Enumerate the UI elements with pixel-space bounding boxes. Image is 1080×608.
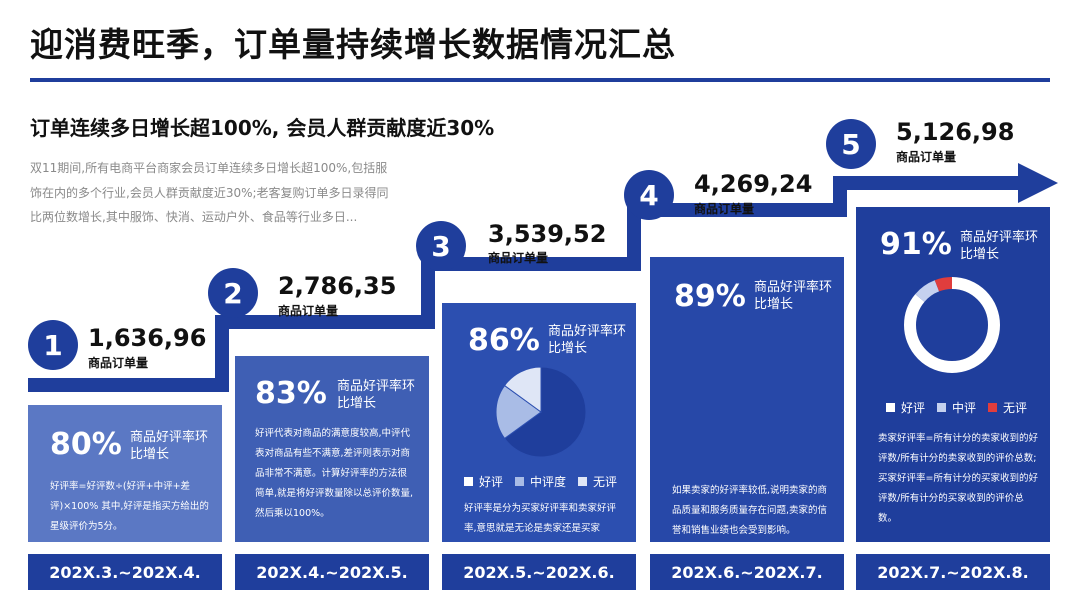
title-underline xyxy=(30,78,1050,82)
staircase-line xyxy=(28,176,1030,392)
intro-paragraph: 双11期间,所有电商平台商家会员订单连续多日增长超100%,包括服饰在内的多个行… xyxy=(30,161,389,224)
legend-swatch-none xyxy=(578,477,588,486)
step-3-panel: 86% 商品好评率环比增长 好评 中评度 无评 好评率是分为买家好评率和卖家好评… xyxy=(442,303,636,542)
step-4-rate-label: 商品好评率环比增长 xyxy=(754,280,833,312)
step-2-badge: 2 xyxy=(208,268,258,318)
legend-swatch-none xyxy=(988,403,998,412)
step-2-orders-label: 商品订单量 xyxy=(278,304,339,318)
page-title: 迎消费旺季，订单量持续增长数据情况汇总 xyxy=(30,25,676,64)
step-3-rate-label: 商品好评率环比增长 xyxy=(548,324,627,356)
step-1-rate-label: 商品好评率环比增长 xyxy=(130,430,209,462)
pie-slice-2 xyxy=(503,366,542,413)
step-2-description: 好评代表对商品的满意度较高,中评代表对商品有些不满意,差评则表示对商品非常不满意… xyxy=(255,428,414,519)
legend-label-medium: 中评度 xyxy=(530,475,567,489)
step-1-panel: 80% 商品好评率环比增长 好评率=好评数÷(好评+中评+差评)×100% 其中… xyxy=(28,405,222,542)
step-5-legend: 好评 中评 无评 xyxy=(886,399,1033,416)
step-4-orders-label: 商品订单量 xyxy=(694,202,755,216)
pie-slice-1 xyxy=(495,384,542,440)
step-4-badge: 4 xyxy=(624,170,674,220)
step-1-description: 好评率=好评数÷(好评+中评+差评)×100% 其中,好评是指买方给出的星级评价… xyxy=(50,481,209,532)
legend-label-none: 无评 xyxy=(1003,401,1028,415)
step-3-description: 好评率是分为买家好评率和卖家好评率,意思就是无论是卖家还是买家 xyxy=(464,503,617,534)
step-1-orders-label: 商品订单量 xyxy=(88,356,149,370)
pie-slice-0 xyxy=(503,366,587,458)
legend-swatch-medium xyxy=(937,403,947,412)
step-3-pie-chart xyxy=(495,366,587,458)
step-2-date: 202X.4.~202X.5. xyxy=(235,554,429,590)
step-2-rate: 83% xyxy=(255,376,327,411)
step-4-orders: 4,269,24 xyxy=(694,170,813,198)
legend-label-medium: 中评 xyxy=(952,401,977,415)
step-3-legend: 好评 中评度 无评 xyxy=(464,473,623,490)
step-3-badge: 3 xyxy=(416,221,466,271)
step-1-rate: 80% xyxy=(50,427,122,462)
step-5-date: 202X.7.~202X.8. xyxy=(856,554,1050,590)
step-5-orders-label: 商品订单量 xyxy=(896,150,957,164)
legend-swatch-good xyxy=(886,403,895,412)
step-3-date: 202X.5.~202X.6. xyxy=(442,554,636,590)
step-1-badge: 1 xyxy=(28,320,78,370)
step-2-rate-label: 商品好评率环比增长 xyxy=(337,379,416,411)
legend-label-good: 好评 xyxy=(479,475,504,489)
step-4-rate: 89% xyxy=(674,279,746,314)
step-3-orders: 3,539,52 xyxy=(488,220,607,248)
legend-swatch-medium xyxy=(515,477,525,486)
step-3-rate: 86% xyxy=(468,323,540,358)
step-4-date: 202X.6.~202X.7. xyxy=(650,554,844,590)
step-1-orders: 1,636,96 xyxy=(88,324,207,352)
legend-label-none: 无评 xyxy=(593,475,618,489)
step-5-rate: 91% xyxy=(880,227,952,262)
step-5-panel: 91% 商品好评率环比增长 好评 中评 无评 卖家好评率=所有计分的卖家收到的好… xyxy=(856,207,1050,542)
step-2-panel: 83% 商品好评率环比增长 好评代表对商品的满意度较高,中评代表对商品有些不满意… xyxy=(235,356,429,542)
step-5-orders: 5,126,98 xyxy=(896,118,1015,146)
donut-slice-2 xyxy=(904,277,1000,373)
legend-label-good: 好评 xyxy=(901,401,926,415)
step-4-description: 如果卖家的好评率较低,说明卖家的商品质量和服务质量存在问题,卖家的信誉和销售业绩… xyxy=(672,485,828,536)
step-5-donut-chart xyxy=(904,277,1000,373)
section-subtitle: 订单连续多日增长超100%, 会员人群贡献度近30% xyxy=(30,116,495,140)
step-3-orders-label: 商品订单量 xyxy=(488,251,549,265)
arrow-head xyxy=(1018,163,1058,203)
step-1-date: 202X.3.~202X.4. xyxy=(28,554,222,590)
step-5-rate-label: 商品好评率环比增长 xyxy=(960,230,1039,262)
step-5-badge: 5 xyxy=(826,119,876,169)
step-4-panel: 89% 商品好评率环比增长 如果卖家的好评率较低,说明卖家的商品质量和服务质量存… xyxy=(650,257,844,542)
step-2-orders: 2,786,35 xyxy=(278,272,397,300)
step-5-description: 卖家好评率=所有计分的卖家收到的好评数/所有计分的卖家收到的评价总数; 买家好评… xyxy=(878,433,1038,524)
legend-swatch-good xyxy=(464,477,473,486)
